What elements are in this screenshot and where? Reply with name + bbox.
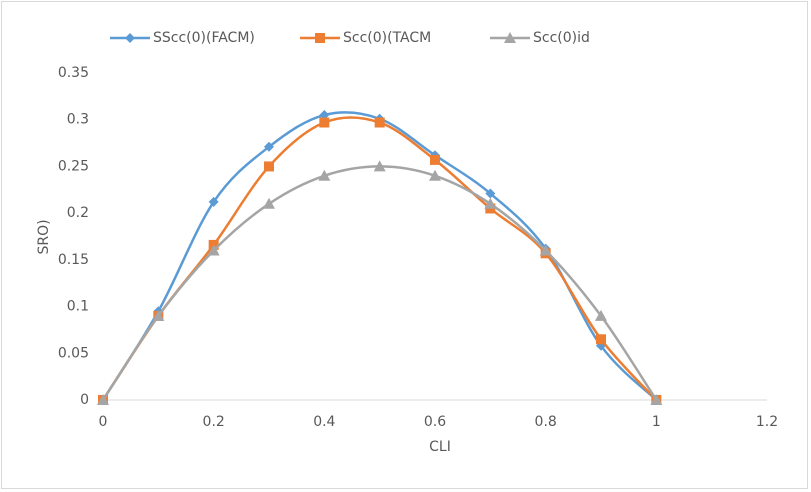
marker [596, 334, 606, 345]
marker [650, 394, 663, 405]
x-tick-label: 1.2 [756, 414, 778, 430]
x-tick-label: 0.2 [203, 414, 225, 430]
legend-marker [315, 33, 325, 43]
y-tick-label: 0 [80, 392, 89, 408]
legend-label: SScc(0)(FACM) [153, 30, 255, 46]
marker [264, 141, 274, 152]
marker [97, 394, 109, 405]
marker [539, 244, 552, 256]
legend-marker [125, 33, 135, 43]
x-tick-label: 0 [99, 414, 108, 430]
y-tick-label: 0.1 [67, 299, 89, 315]
y-tick-label: 0.2 [67, 205, 89, 221]
marker [318, 169, 331, 181]
x-tick-label: 1 [652, 414, 661, 430]
x-tick-label: 0.8 [535, 414, 557, 430]
marker [429, 169, 441, 181]
marker [263, 197, 275, 209]
marker [430, 154, 440, 165]
y-tick-label: 0.35 [58, 65, 89, 81]
y-tick-label: 0.15 [58, 252, 89, 268]
y-tick-label: 0.3 [67, 112, 89, 128]
legend-marker [504, 32, 516, 43]
marker [485, 188, 496, 199]
x-tick-label: 0.6 [424, 414, 446, 430]
marker [152, 309, 165, 321]
y-tick-label: 0.05 [58, 345, 89, 361]
marker [373, 160, 386, 172]
y-tick-label: 0.25 [58, 158, 89, 174]
x-axis-title: CLI [429, 439, 451, 455]
marker [374, 117, 385, 128]
marker [319, 117, 330, 128]
y-axis-title: SRO) [36, 219, 52, 254]
legend-label: Scc(0)(TACM [343, 30, 431, 46]
marker [264, 161, 274, 172]
legend-label: Scc(0)id [533, 30, 590, 46]
marker [208, 196, 219, 207]
x-tick-label: 0.4 [313, 414, 335, 430]
marker [595, 309, 607, 321]
marker [207, 244, 220, 256]
marker [484, 197, 497, 209]
